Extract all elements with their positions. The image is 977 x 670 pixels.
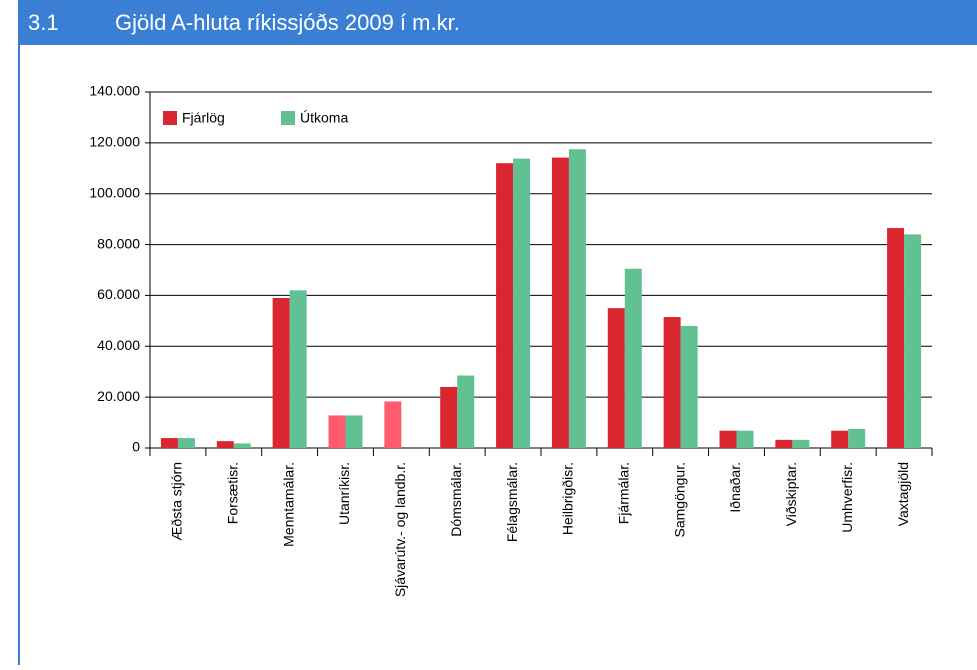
x-tick-label: Samgöngur. <box>671 462 687 538</box>
bar <box>440 386 458 448</box>
bar <box>680 325 698 448</box>
header-bar <box>18 0 977 45</box>
bar <box>551 157 569 448</box>
x-tick-label: Umhverfisr. <box>839 462 855 533</box>
legend-label: Útkoma <box>300 110 348 126</box>
y-tick-label: 40.000 <box>97 337 140 353</box>
x-tick-label: Viðskiptar. <box>783 462 799 526</box>
bar <box>457 375 475 448</box>
bar <box>328 415 346 448</box>
y-tick-label: 80.000 <box>97 235 140 251</box>
bar <box>289 290 307 448</box>
bar <box>177 438 195 448</box>
legend-swatch <box>163 111 177 125</box>
x-tick-label: Dómsmálar. <box>448 462 464 537</box>
x-tick-label: Vaxtagjöld <box>895 462 911 526</box>
y-tick-label: 60.000 <box>97 286 140 302</box>
bar <box>513 158 531 448</box>
bar <box>345 415 363 448</box>
bar <box>160 438 178 448</box>
header-title: Gjöld A-hluta ríkissjóðs 2009 í m.kr. <box>115 10 460 35</box>
bar <box>887 228 905 448</box>
x-tick-label: Iðnaðar. <box>727 462 743 513</box>
bar <box>568 149 586 448</box>
bar <box>663 317 681 448</box>
bar <box>848 428 866 448</box>
bar <box>792 439 810 448</box>
bar <box>719 430 737 448</box>
y-tick-label: 100.000 <box>89 184 140 200</box>
x-tick-label: Fjármálar. <box>615 462 631 524</box>
x-tick-label: Sjávarútv.- og landb.r. <box>392 462 408 597</box>
x-tick-label: Æðsta stjórn <box>169 462 185 541</box>
x-tick-label: Heilbrigðisr. <box>560 462 576 535</box>
x-tick-label: Forsætisr. <box>224 462 240 524</box>
bar <box>831 430 849 448</box>
bar <box>904 234 922 448</box>
y-tick-label: 20.000 <box>97 388 140 404</box>
bar <box>384 401 402 448</box>
header-number: 3.1 <box>28 10 59 35</box>
bar <box>496 163 514 448</box>
x-tick-label: Utanríkisr. <box>336 462 352 525</box>
bar <box>216 441 234 448</box>
bar <box>736 430 754 448</box>
bar <box>272 297 290 448</box>
bar <box>233 443 251 448</box>
legend-label: Fjárlög <box>182 110 225 126</box>
y-tick-label: 0 <box>132 439 140 455</box>
x-tick-label: Menntamálar. <box>280 462 296 547</box>
bar <box>775 439 793 448</box>
y-tick-label: 140.000 <box>89 83 140 99</box>
x-tick-label: Félagsmálar. <box>504 462 520 542</box>
y-tick-label: 120.000 <box>89 134 140 150</box>
bar <box>607 308 625 448</box>
bar <box>624 268 642 448</box>
legend-swatch <box>281 111 295 125</box>
